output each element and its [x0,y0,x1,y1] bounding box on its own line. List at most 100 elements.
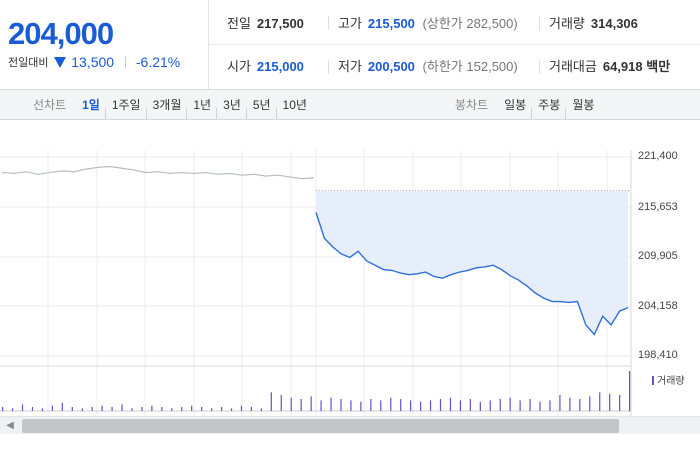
scrollbar-thumb[interactable] [22,419,619,433]
volume-bar [429,400,432,411]
high-label: 고가 [338,16,362,31]
volume-bar [300,399,302,411]
tab-weekly-candle[interactable]: 주봉 [532,98,566,112]
volume-bar [71,407,73,411]
volume-bar [559,395,561,411]
low-value: 200,500 [367,59,415,74]
y-tick-label: 198,410 [638,349,678,361]
divider [209,44,700,45]
volume-bar [191,405,193,411]
volume-bar [21,404,24,411]
tab-1year[interactable]: 1년 [187,98,217,112]
divider [539,16,540,30]
volume-bar [459,400,462,411]
tab-5year[interactable]: 5년 [247,98,277,112]
volume-bar [370,399,372,411]
volume-bar [469,399,471,411]
volume-bar [270,392,272,411]
volume-bar [400,399,402,411]
chart-scrollbar[interactable]: ◀ [0,416,700,434]
tab-1week[interactable]: 1주일 [106,98,147,112]
trade-amount: 거래대금 64,918 백만 [549,45,670,89]
price-chart[interactable]: 221,400 215,653 209,905 204,158 198,410 … [0,120,700,416]
volume-bar [81,408,83,411]
volume-bar [11,408,14,411]
volume-bar [509,397,511,411]
volume-bar [211,408,213,411]
price-summary: 204,000 전일대비 13,500 -6.21% [0,0,209,89]
volume-bar [260,408,262,411]
volume-bar [599,392,601,411]
volume-bar [61,403,63,411]
tab-10year[interactable]: 10년 [277,98,313,112]
volume-bar [569,397,571,411]
volume-bar [420,401,422,411]
prev-close: 전일 217,500 [227,2,304,46]
divider [124,56,126,68]
volume-bar [380,400,382,411]
upper-limit: (상한가 282,500) [423,16,518,31]
lower-limit-label: (하한가 [422,59,463,74]
volume-bar [121,404,123,411]
y-tick-label: 221,400 [638,150,678,162]
volume-bar [240,405,243,411]
volume-bar [310,396,312,411]
volume-legend-label: 거래량 [657,376,685,387]
previous-day-line [1,165,315,180]
high-value: 215,500 [367,16,415,31]
divider [328,60,329,74]
volume-bar [499,399,501,411]
low-price: 저가 200,500 (하한가 152,500) [338,45,518,89]
volume-bar [629,371,631,411]
high-price: 고가 215,500 (상한가 282,500) [338,2,518,46]
volume-bar [340,399,342,411]
volume-bar [220,407,223,411]
line-chart-title: 선차트 [33,98,67,112]
volume-bar [350,400,352,411]
tab-3month[interactable]: 3개월 [147,98,188,112]
trade-amount-label: 거래대금 [549,59,597,74]
tab-monthly-candle[interactable]: 월봉 [566,98,600,112]
y-tick-label: 209,905 [638,250,678,262]
down-triangle-icon [54,57,67,68]
y-tick-label: 215,653 [638,201,678,213]
volume-bar [151,405,153,411]
volume-bar [449,397,452,411]
tab-3year[interactable]: 3년 [217,98,247,112]
legend-swatch [652,376,654,385]
candle-chart-tabs: 봉차트 일봉 주봉 월봉 [455,90,600,120]
candle-chart-title: 봉차트 [455,98,489,112]
volume-bar [549,400,551,411]
volume-bar [171,408,173,411]
volume-bar [111,407,113,411]
change-label: 전일대비 [8,57,49,69]
tab-daily-candle[interactable]: 일봉 [504,98,527,112]
volume-bar [141,407,143,411]
volume-bar [390,397,392,411]
volume-bar [330,397,332,411]
volume-bar [519,400,521,411]
volume-bar [131,408,133,411]
volume-bar [51,405,53,411]
volume-bar [41,408,44,411]
quote-panel: 204,000 전일대비 13,500 -6.21% 전일 217,500 고가 2… [0,0,700,90]
divider [328,16,329,30]
volume-bar [280,395,282,411]
open-value: 215,000 [256,59,304,74]
volume-bar [619,395,621,411]
tab-1day[interactable]: 1일 [82,98,100,112]
y-tick-label: 204,158 [638,300,678,312]
volume-bar [529,399,531,411]
price-change: 전일대비 13,500 -6.21% [8,54,180,70]
divider [539,60,540,74]
price-area-fill [316,190,628,335]
chart-period-tabs: 선차트 1일 1주일 3개월 1년 3년 5년 10년 봉차트 일봉 주봉 월봉 [0,90,700,120]
change-percent: -6.21% [135,54,181,70]
volume-bar [2,407,4,411]
volume-bar [91,407,93,411]
price-chart-svg [0,150,632,416]
volume-value: 314,306 [590,16,638,31]
scroll-left-icon[interactable]: ◀ [6,420,14,431]
volume-bar [479,401,481,411]
volume-bar [360,401,362,411]
